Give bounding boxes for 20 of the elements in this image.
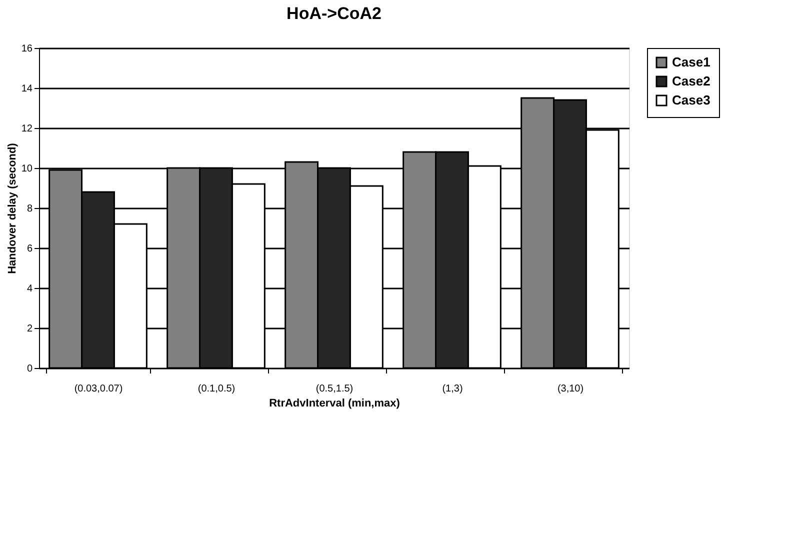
y-tick-label: 6 [26,244,33,254]
y-tick-label: 4 [26,284,33,294]
y-tick-label: 2 [26,324,33,334]
x-tick-label: (0.03,0.07) [74,384,123,394]
y-axis-title: Handover delay (second) [6,142,18,274]
x-tick-label: (0.1,0.5) [198,384,236,394]
y-tick-label: 12 [21,124,33,134]
x-tick-label: (0.5,1.5) [316,384,354,394]
y-tick-label: 8 [26,204,33,214]
legend-label: Case2 [672,74,710,88]
x-tick-label: (1,3) [442,384,463,394]
y-tick-label: 14 [21,84,33,94]
y-tick-label: 16 [21,44,33,54]
y-tick-label: 10 [21,164,33,174]
legend-label: Case3 [672,92,710,108]
y-tick-label: 0 [26,364,33,374]
x-tick-label: (3,10) [557,384,584,394]
legend-label: Case1 [672,54,710,70]
chart-title: HoA->CoA2 [286,4,382,23]
x-axis-title: RtrAdvInterval (min,max) [269,398,400,410]
